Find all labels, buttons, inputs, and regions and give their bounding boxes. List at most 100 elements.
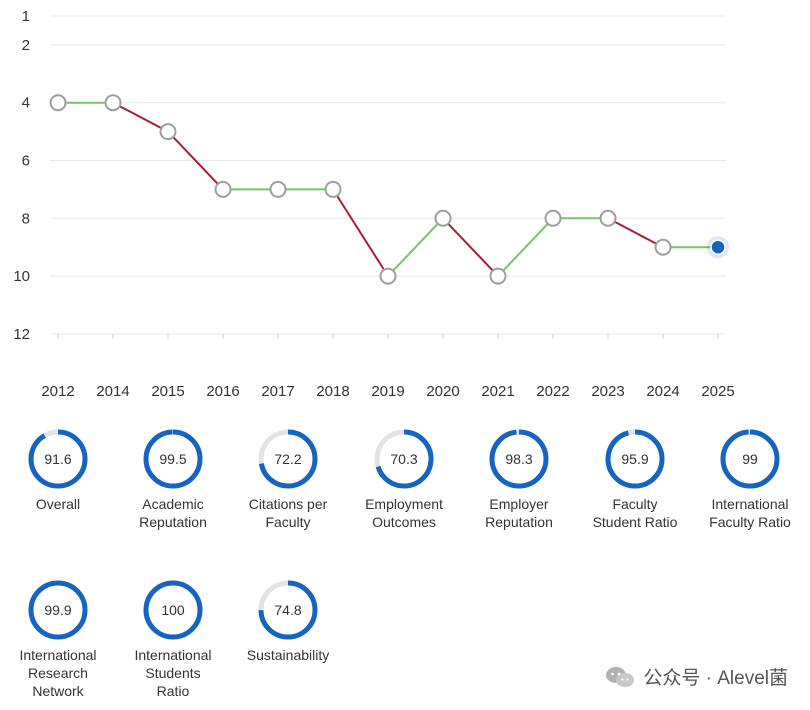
metric-card: 98.3 Employer Reputation <box>461 427 577 557</box>
series-segment <box>112 101 169 133</box>
rank-history-chart: 1 2 4 6 8 10 12 2012 2014 2015 2016 2017 2018 2019 202… <box>13 8 734 400</box>
metric-label: Employment Outcomes <box>346 495 462 531</box>
x-tick-label: 2014 <box>96 383 129 400</box>
metric-value: 98.3 <box>505 451 533 467</box>
x-tick-label: 2016 <box>206 383 239 400</box>
metric-label-line: Faculty <box>265 514 311 530</box>
data-point <box>489 267 507 285</box>
y-tick-label: 12 <box>13 326 30 343</box>
score-ring <box>720 429 780 489</box>
x-tick-label: 2018 <box>316 383 349 400</box>
watermark-text: 公众号 · Alevel菌 <box>643 668 788 689</box>
metric-label: Overall <box>0 495 116 513</box>
metric-label-line: Faculty <box>612 496 658 512</box>
metric-value: 99 <box>742 451 758 467</box>
data-point <box>379 267 397 285</box>
x-tick-label: 2023 <box>591 383 624 400</box>
metric-label-line: International <box>711 496 789 512</box>
y-tick-label: 6 <box>22 153 30 170</box>
series-segment <box>332 188 389 277</box>
metric-card: 72.2 Citations per Faculty <box>230 427 346 557</box>
data-point-current <box>710 239 726 255</box>
metric-label-line: Employment <box>365 496 443 512</box>
series-segment <box>607 217 664 249</box>
metric-label-line: Students <box>145 665 201 681</box>
metric-card: 70.3 Employment Outcomes <box>346 427 462 557</box>
metric-value: 100 <box>161 602 185 618</box>
y-tick-label: 8 <box>22 210 30 227</box>
score-ring <box>143 429 203 489</box>
data-point <box>434 209 452 227</box>
x-tick-label: 2017 <box>261 383 294 400</box>
metric-label-line: Student Ratio <box>592 514 678 530</box>
x-tick-label: 2021 <box>481 383 514 400</box>
wechat-icon <box>606 666 635 687</box>
data-point <box>654 238 672 256</box>
metric-card: 99.5 Academic Reputation <box>115 427 231 557</box>
metric-label: Academic Reputation <box>115 495 231 531</box>
data-point <box>214 180 232 198</box>
metric-label: Employer Reputation <box>461 495 577 531</box>
metric-card: 74.8 Sustainability <box>230 578 346 708</box>
metric-value: 70.3 <box>390 451 418 467</box>
metric-label-line: Network <box>32 683 84 699</box>
data-point <box>104 94 122 112</box>
metric-label: International Faculty Ratio <box>692 495 808 531</box>
metric-label-line: Research <box>28 665 88 681</box>
score-ring <box>28 429 88 489</box>
x-tick-label: 2012 <box>41 383 74 400</box>
data-point <box>324 180 342 198</box>
x-tick-label: 2022 <box>536 383 569 400</box>
data-point <box>269 180 287 198</box>
metric-label: International Research Network <box>0 646 116 700</box>
y-tick-label: 2 <box>22 37 30 54</box>
metric-label-line: International <box>19 647 97 663</box>
metric-value: 74.8 <box>274 602 302 618</box>
metric-label-line: Ratio <box>156 683 190 699</box>
metric-value: 91.6 <box>44 451 72 467</box>
score-ring <box>143 580 203 640</box>
score-ring <box>28 580 88 640</box>
series-segment <box>387 217 444 277</box>
metric-value: 99.5 <box>159 451 187 467</box>
x-tick-label: 2024 <box>646 383 679 400</box>
x-tick-label: 2015 <box>151 383 184 400</box>
score-ring <box>374 429 434 489</box>
metric-card: 99 International Faculty Ratio <box>692 427 808 557</box>
metric-label: Faculty Student Ratio <box>577 495 693 531</box>
series-segment <box>442 217 499 277</box>
metric-label-line: Outcomes <box>372 514 436 530</box>
score-ring <box>605 429 665 489</box>
data-point <box>159 123 177 141</box>
metric-label: Citations per Faculty <box>230 495 346 531</box>
score-ring <box>489 429 549 489</box>
data-point <box>544 209 562 227</box>
metric-label-line: Reputation <box>139 514 207 530</box>
metric-card: 99.9 International Research Network <box>0 578 116 708</box>
metric-card: 95.9 Faculty Student Ratio <box>577 427 693 557</box>
metric-label-line: Sustainability <box>246 647 330 663</box>
series-segment <box>497 217 554 277</box>
x-tick-label: 2020 <box>426 383 459 400</box>
data-point <box>49 94 67 112</box>
score-ring <box>258 580 318 640</box>
metric-label-line: Citations per <box>248 496 328 512</box>
x-tick-label: 2025 <box>701 383 734 400</box>
metric-label-line: Reputation <box>485 514 553 530</box>
x-tick-label: 2019 <box>371 383 404 400</box>
metric-label: Sustainability <box>230 646 346 664</box>
metric-label-line: International <box>134 647 212 663</box>
metric-card: 91.6 Overall <box>0 427 116 557</box>
metric-label-line: Academic <box>142 496 204 512</box>
metric-value: 95.9 <box>621 451 649 467</box>
watermark: 公众号 · Alevel菌 <box>605 663 788 690</box>
metric-value: 72.2 <box>274 451 302 467</box>
metric-label: International Students Ratio <box>115 646 231 700</box>
metric-label-line: Employer <box>489 496 549 512</box>
data-point <box>599 209 617 227</box>
series-segment <box>167 130 224 191</box>
y-tick-label: 4 <box>22 95 30 112</box>
y-tick-label: 10 <box>13 268 30 285</box>
